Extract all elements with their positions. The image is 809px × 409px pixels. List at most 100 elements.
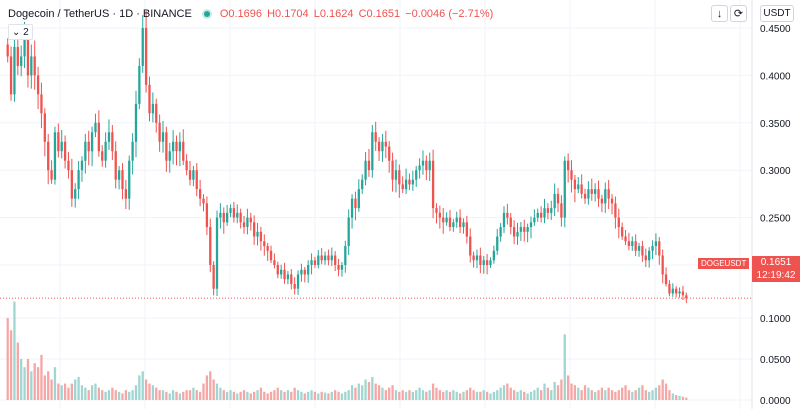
candle-body — [222, 212, 225, 223]
volume-bar — [624, 385, 627, 400]
candle-body — [40, 94, 43, 114]
volume-bar — [472, 390, 475, 400]
volume-bar — [448, 391, 452, 400]
volume-bar — [263, 391, 266, 400]
candle-body — [583, 193, 587, 199]
volume-bar — [675, 395, 678, 400]
last-price-value: 0.1651 — [760, 257, 792, 268]
volume-bar — [283, 391, 286, 400]
candle-body — [415, 170, 418, 180]
candle-body — [354, 198, 357, 209]
candle-body — [323, 255, 327, 261]
candle-body — [307, 265, 310, 275]
candle-body — [425, 160, 428, 171]
candle-body — [317, 255, 320, 265]
volume-bar — [236, 393, 239, 400]
volume-bar — [573, 385, 577, 400]
currency-button[interactable]: USDT — [760, 5, 794, 22]
candle-body — [364, 160, 367, 180]
volume-bar — [654, 387, 658, 400]
price-axis: 0.45000.40000.35000.30000.25000.20000.10… — [760, 24, 791, 407]
volume-bar — [26, 359, 30, 400]
volume-bar — [506, 383, 509, 400]
candle-body — [560, 203, 563, 218]
candle-body — [658, 241, 661, 256]
candle-body — [205, 203, 209, 228]
arrow-down-icon[interactable]: ↓ — [711, 5, 728, 22]
volume-bar — [161, 390, 165, 400]
indicator-toggle[interactable]: ⌄ 2 — [8, 24, 33, 40]
candle-body — [401, 184, 404, 190]
candle-body — [536, 212, 539, 218]
volume-bar — [401, 390, 404, 400]
volume-bar — [114, 390, 117, 400]
volume-bar — [225, 391, 229, 400]
volume-bar — [205, 375, 209, 400]
volume-bar — [340, 393, 344, 400]
candle-body — [668, 283, 671, 294]
volume-bar — [509, 387, 512, 400]
candle-body — [472, 255, 475, 261]
candle-body — [175, 141, 178, 152]
candle-body — [458, 217, 462, 228]
volume-bar — [77, 377, 80, 400]
volume-bar — [570, 383, 573, 400]
candle-body — [587, 189, 590, 199]
volume-bar — [519, 390, 523, 400]
candle-body — [107, 132, 111, 142]
volume-bar — [246, 391, 249, 400]
volume-bar — [67, 387, 70, 400]
candle-body — [334, 255, 337, 265]
candle-body — [607, 189, 610, 199]
volume-bar — [323, 392, 327, 400]
candle-body — [303, 269, 306, 275]
candle-body — [195, 170, 198, 190]
volume-bar — [104, 391, 107, 400]
market-status-icon — [203, 11, 210, 17]
volume-bar — [280, 390, 283, 400]
volume-bar — [320, 391, 323, 400]
volume-bar — [6, 318, 9, 400]
candle-body — [597, 189, 600, 199]
candle-body — [209, 227, 212, 265]
candle-body — [377, 141, 381, 152]
volume-bar — [374, 383, 377, 400]
candle-body — [266, 246, 269, 251]
price-tick-label: 0.2500 — [760, 214, 791, 225]
volume-bar — [583, 385, 587, 400]
candle-body — [357, 189, 360, 209]
candle-body — [124, 189, 128, 199]
candle-body — [202, 198, 205, 204]
candle-body — [188, 170, 192, 180]
candle-body — [489, 260, 492, 265]
candle-body — [87, 141, 90, 152]
volume-bar — [428, 390, 431, 400]
candle-body — [43, 113, 46, 142]
volume-bar — [253, 391, 256, 400]
volume-bar — [185, 390, 188, 400]
volume-bar — [50, 379, 53, 400]
volume-bar — [117, 391, 121, 400]
volume-bar — [563, 334, 566, 400]
candle-body — [570, 170, 573, 180]
volume-bar — [594, 391, 597, 400]
refresh-icon[interactable]: ⟳ — [730, 5, 747, 22]
candle-body — [438, 212, 441, 218]
volume-bar — [219, 387, 222, 400]
symbol-title[interactable]: Dogecoin / TetherUS · 1D · BINANCE — [8, 8, 192, 20]
candle-body — [269, 250, 273, 261]
candle-body — [512, 227, 516, 237]
candle-body — [337, 265, 340, 270]
candle-body — [259, 231, 263, 242]
volume-bar — [678, 395, 681, 400]
volume-bar — [131, 390, 134, 400]
candle-body — [293, 283, 296, 289]
volume-bar — [151, 385, 155, 400]
volume-bar — [57, 383, 60, 400]
volume-bar — [256, 390, 259, 400]
volume-bar — [138, 375, 141, 400]
candle-body — [671, 288, 674, 294]
volume-bar — [425, 391, 428, 400]
candle-body — [320, 255, 323, 261]
